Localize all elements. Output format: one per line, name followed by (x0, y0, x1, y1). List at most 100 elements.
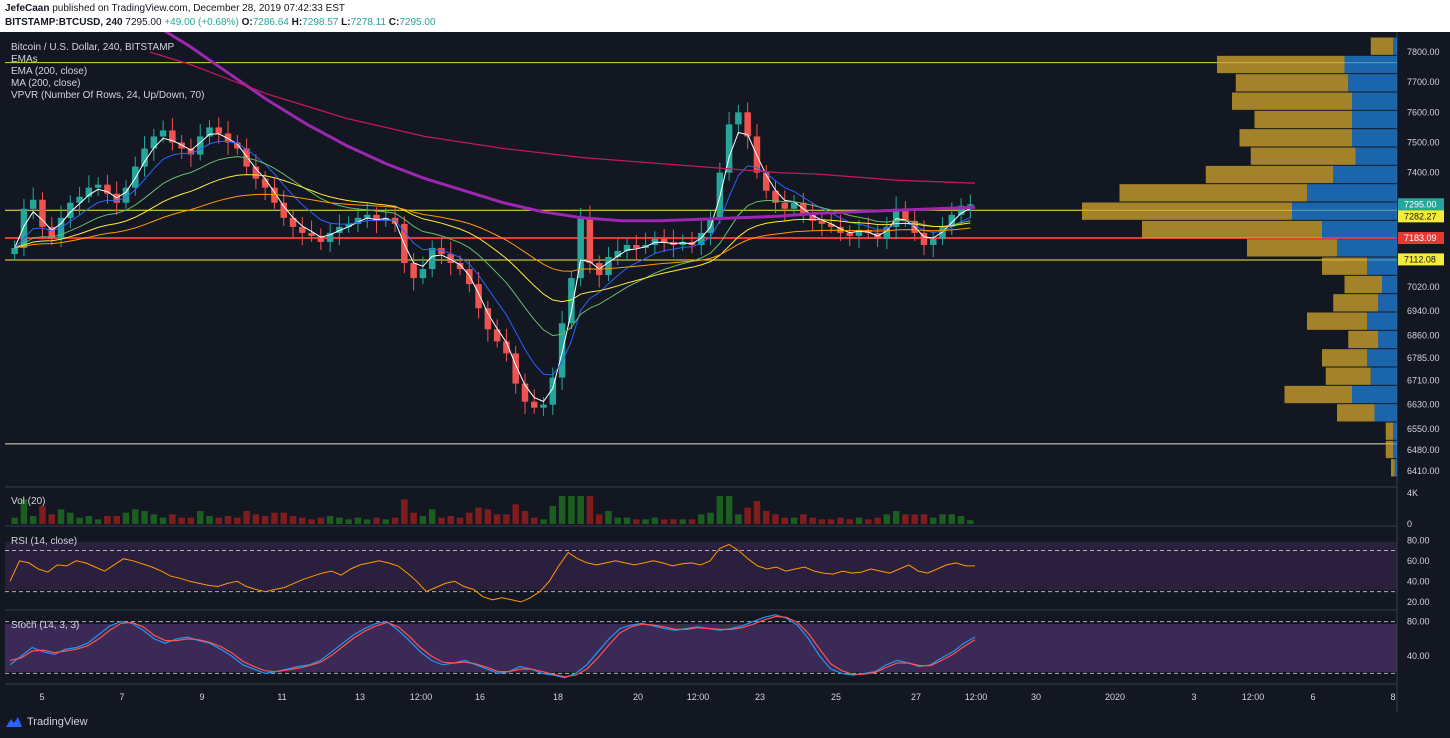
candle-body[interactable] (67, 202, 74, 218)
candle-body[interactable] (122, 187, 130, 203)
legend-rsi[interactable]: RSI (14, close) (11, 536, 77, 547)
legend-emas[interactable]: EMAs (11, 54, 38, 65)
candle-body[interactable] (196, 136, 204, 155)
candle-body[interactable] (939, 226, 946, 239)
candle-body[interactable] (790, 202, 798, 209)
candle-body[interactable] (206, 127, 213, 137)
ma200-line[interactable] (149, 51, 976, 184)
candle-body[interactable] (725, 124, 733, 173)
stoch-d-line[interactable] (9, 615, 976, 678)
candle-body[interactable] (948, 214, 956, 227)
ema-line[interactable] (14, 156, 971, 337)
candle-body[interactable] (141, 148, 148, 167)
candle-body[interactable] (549, 377, 557, 405)
candle-body[interactable] (11, 247, 18, 254)
candle-body[interactable] (660, 238, 668, 242)
candle-body[interactable] (865, 229, 872, 233)
candle-body[interactable] (326, 232, 334, 242)
candle-body[interactable] (503, 341, 510, 354)
candle-body[interactable] (883, 226, 891, 239)
candle-body[interactable] (410, 263, 417, 279)
candle-body[interactable] (855, 229, 863, 236)
candle-body[interactable] (837, 226, 844, 233)
candle-body[interactable] (957, 205, 965, 215)
candle-body[interactable] (169, 130, 176, 143)
legend-stoch[interactable]: Stoch (14, 3, 3) (11, 620, 79, 631)
chart-area[interactable]: 7800.00 7700.00 7600.00 7500.00 7400.00 7295.… (0, 32, 1450, 712)
candle-body[interactable] (150, 136, 158, 149)
candle-body[interactable] (104, 184, 111, 194)
legend-ma200[interactable]: MA (200, close) (11, 78, 80, 89)
candle-body[interactable] (614, 250, 622, 257)
candle-body[interactable] (345, 223, 352, 227)
candle-body[interactable] (85, 187, 93, 197)
candle-body[interactable] (484, 308, 492, 330)
candle-body[interactable] (818, 220, 826, 224)
candle-body[interactable] (521, 383, 529, 402)
candle-body[interactable] (428, 247, 436, 270)
candle-body[interactable] (493, 329, 501, 342)
candle-body[interactable] (762, 172, 770, 191)
candle-body[interactable] (577, 217, 584, 279)
candle-body[interactable] (317, 235, 325, 242)
candle-body[interactable] (363, 214, 371, 218)
legend-ema200[interactable]: EMA (200, close) (11, 66, 87, 77)
author-name[interactable]: JefeCaan (5, 3, 50, 14)
candle-body[interactable] (466, 269, 473, 285)
candle-body[interactable] (698, 232, 705, 245)
candle-body[interactable] (809, 214, 816, 221)
candle-body[interactable] (679, 241, 686, 245)
candle-body[interactable] (57, 217, 65, 239)
candle-body[interactable] (744, 112, 751, 137)
candle-body[interactable] (354, 217, 362, 224)
candle-body[interactable] (735, 112, 742, 125)
candle-body[interactable] (159, 130, 167, 137)
candle-body[interactable] (308, 232, 315, 236)
candle-body[interactable] (252, 166, 260, 179)
candle-body[interactable] (382, 217, 390, 221)
candle-body[interactable] (76, 196, 83, 203)
candle-body[interactable] (48, 226, 56, 239)
candle-body[interactable] (846, 232, 853, 236)
candle-body[interactable] (224, 133, 232, 143)
candle-body[interactable] (605, 257, 612, 276)
tradingview-logo[interactable]: TradingView (5, 716, 88, 728)
legend-vpvr[interactable]: VPVR (Number Of Rows, 24, Up/Down, 70) (11, 90, 204, 101)
candle-body[interactable] (456, 263, 464, 270)
candle-body[interactable] (623, 244, 631, 251)
candle-body[interactable] (215, 127, 223, 134)
ema200-line[interactable] (150, 32, 976, 223)
ema-line[interactable] (14, 193, 971, 272)
candle-body[interactable] (299, 226, 306, 233)
candle-body[interactable] (271, 187, 278, 203)
candle-body[interactable] (929, 238, 937, 245)
rsi-line[interactable] (9, 543, 975, 603)
candle-body[interactable] (781, 202, 789, 209)
candle-body[interactable] (512, 353, 519, 384)
candle-body[interactable] (531, 401, 538, 408)
candle-body[interactable] (967, 204, 974, 206)
candle-body[interactable] (39, 199, 46, 227)
candle-body[interactable] (261, 178, 269, 188)
candle-body[interactable] (475, 284, 482, 309)
candle-body[interactable] (892, 208, 900, 227)
candle-body[interactable] (772, 190, 779, 203)
legend-volume[interactable]: Vol (20) (11, 496, 45, 507)
candle-body[interactable] (29, 199, 37, 209)
candle-body[interactable] (280, 202, 287, 218)
candle-body[interactable] (20, 208, 28, 248)
ema-line[interactable] (14, 174, 971, 303)
candle-body[interactable] (902, 208, 909, 221)
candle-body[interactable] (920, 232, 928, 245)
candle-body[interactable] (438, 247, 445, 254)
candle-body[interactable] (447, 253, 454, 264)
candle-body[interactable] (827, 223, 835, 227)
candle-body[interactable] (633, 244, 640, 248)
candle-body[interactable] (94, 184, 102, 188)
candle-body[interactable] (132, 166, 139, 188)
candle-body[interactable] (586, 217, 594, 264)
candle-body[interactable] (373, 214, 380, 221)
candle-body[interactable] (540, 404, 547, 408)
candle-body[interactable] (289, 217, 297, 227)
candle-body[interactable] (419, 269, 427, 279)
